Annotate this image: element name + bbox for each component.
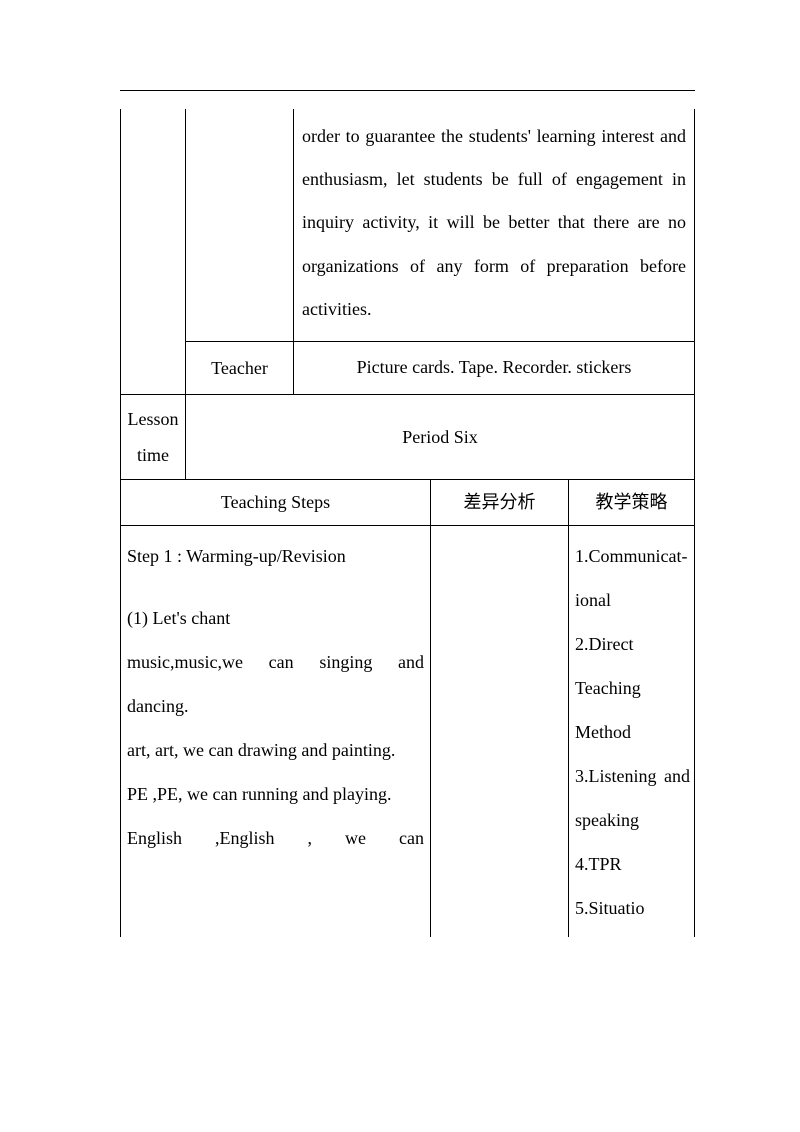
- steps-line: English ,English , we can: [127, 816, 424, 860]
- diff-analysis-header: 差异分析: [464, 492, 536, 512]
- top-horizontal-rule: [120, 90, 695, 91]
- cell-period: Period Six: [186, 395, 695, 480]
- lesson-time-line2: time: [137, 445, 169, 465]
- cell-teaching-steps-header: Teaching Steps: [121, 480, 431, 525]
- cell-strategy-header: 教学策略: [569, 480, 695, 525]
- steps-line: (1) Let's chant: [127, 596, 424, 640]
- strategy-line: 2.Direct Teaching Method: [575, 622, 690, 754]
- cell-lesson-time-label: Lesson time: [121, 395, 186, 480]
- cell-empty-mid: [186, 109, 294, 341]
- cell-teacher-label: Teacher: [186, 341, 294, 394]
- table-row: Step 1 : Warming-up/Revision (1) Let's c…: [121, 525, 695, 936]
- strategy-line: 4.TPR: [575, 842, 690, 886]
- steps-line: music,music,we can singing and dancing.: [127, 640, 424, 728]
- cell-teacher-materials: Picture cards. Tape. Recorder. stickers: [294, 341, 695, 394]
- table-row: Teaching Steps 差异分析 教学策略: [121, 480, 695, 525]
- cell-empty-left: [121, 109, 186, 341]
- guarantee-text: order to guarantee the students' learnin…: [302, 126, 686, 319]
- cell-empty-left-2: [121, 341, 186, 394]
- document-page: order to guarantee the students' learnin…: [0, 0, 800, 997]
- table-row: Teacher Picture cards. Tape. Recorder. s…: [121, 341, 695, 394]
- period-text: Period Six: [402, 427, 478, 447]
- teacher-materials: Picture cards. Tape. Recorder. stickers: [357, 357, 632, 377]
- teaching-steps-header: Teaching Steps: [221, 492, 330, 512]
- lesson-plan-table: order to guarantee the students' learnin…: [120, 109, 695, 937]
- table-row: order to guarantee the students' learnin…: [121, 109, 695, 341]
- steps-line: PE ,PE, we can running and playing.: [127, 772, 424, 816]
- teacher-label: Teacher: [211, 358, 268, 378]
- cell-diff-analysis-body: [431, 525, 569, 936]
- cell-guarantee-text: order to guarantee the students' learnin…: [294, 109, 695, 341]
- table-row: Lesson time Period Six: [121, 395, 695, 480]
- strategy-line: 5.Situatio: [575, 886, 690, 930]
- steps-line: Step 1 : Warming-up/Revision: [127, 534, 424, 578]
- strategy-header: 教学策略: [596, 492, 668, 512]
- steps-line: art, art, we can drawing and painting.: [127, 728, 424, 772]
- cell-teaching-steps-body: Step 1 : Warming-up/Revision (1) Let's c…: [121, 525, 431, 936]
- cell-diff-analysis-header: 差异分析: [431, 480, 569, 525]
- lesson-time-line1: Lesson: [128, 409, 179, 429]
- strategy-line: 3.Listening and speaking: [575, 754, 690, 842]
- strategy-line: 1.Communicat-ional: [575, 534, 690, 622]
- cell-strategy-body: 1.Communicat-ional 2.Direct Teaching Met…: [569, 525, 695, 936]
